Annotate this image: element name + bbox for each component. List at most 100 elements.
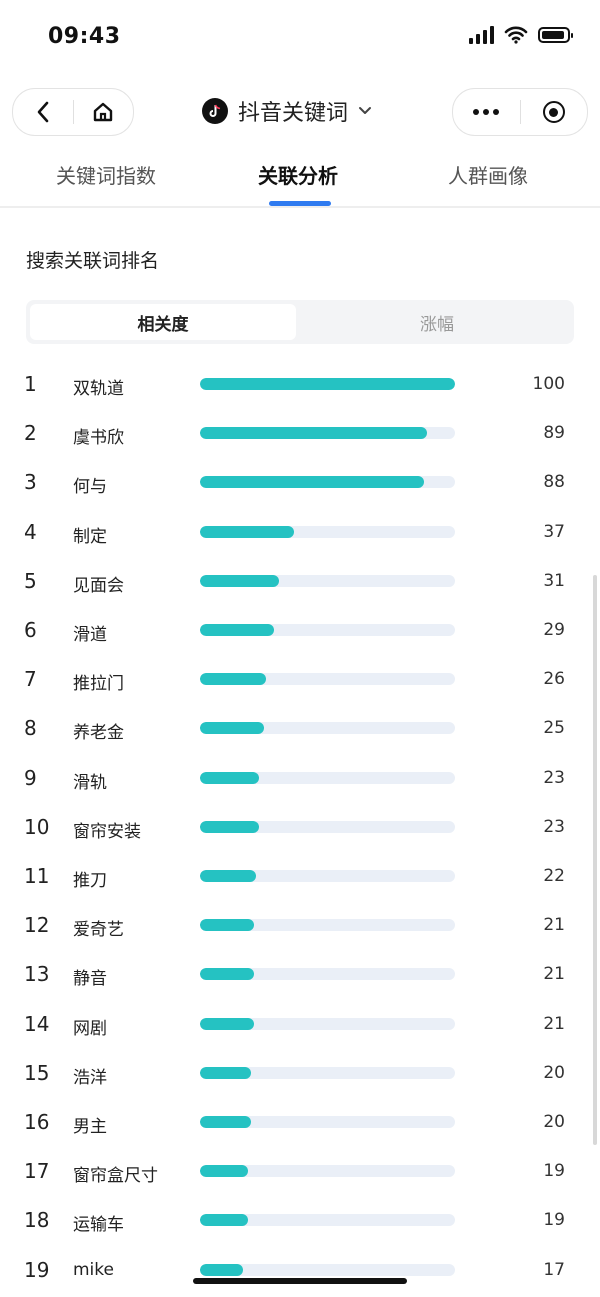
close-miniprogram-button[interactable] xyxy=(521,89,588,135)
tab-bar: 关键词指数 关联分析 人群画像 xyxy=(0,150,600,208)
relevance-bar-fill xyxy=(200,574,280,587)
ranking-row[interactable]: 4 制定 37 xyxy=(0,508,600,557)
keyword-label: mike xyxy=(73,1259,114,1280)
rank-number: 10 xyxy=(24,814,50,839)
cellular-signal-icon xyxy=(469,26,494,44)
section-title: 搜索关联词排名 xyxy=(26,250,160,272)
ranking-row[interactable]: 5 见面会 31 xyxy=(0,557,600,606)
relevance-score: 21 xyxy=(543,1013,565,1034)
ranking-row[interactable]: 6 滑道 29 xyxy=(0,606,600,655)
keyword-label: 滑轨 xyxy=(73,772,107,793)
rank-number: 16 xyxy=(24,1110,50,1134)
tabs-divider xyxy=(0,206,600,208)
relevance-bar-fill xyxy=(200,919,254,932)
keyword-label: 何与 xyxy=(73,477,107,498)
relevance-bar-fill xyxy=(200,870,257,882)
ranking-row[interactable]: 9 滑轨 23 xyxy=(0,754,600,803)
wifi-icon xyxy=(504,26,528,44)
rank-number: 5 xyxy=(24,568,37,593)
relevance-score: 22 xyxy=(543,866,565,886)
capsule-divider xyxy=(72,100,74,124)
rank-number: 11 xyxy=(24,864,50,888)
capsule-divider xyxy=(519,100,521,124)
relevance-bar-fill xyxy=(200,1165,249,1178)
relevance-bar-track xyxy=(200,919,455,932)
ranking-row[interactable]: 2 虞书欣 89 xyxy=(0,409,600,458)
keyword-label: 推刀 xyxy=(73,871,107,891)
battery-icon xyxy=(538,27,573,43)
ranking-row[interactable]: 7 推拉门 26 xyxy=(0,655,600,704)
page-title: 抖音关键词 xyxy=(238,101,349,126)
rank-number: 15 xyxy=(24,1060,50,1085)
relevance-bar-fill xyxy=(200,476,425,489)
relevance-bar-track xyxy=(200,1017,455,1030)
ranking-row[interactable]: 15 浩洋 20 xyxy=(0,1049,600,1098)
nav-left-capsule xyxy=(12,88,134,136)
relevance-bar-fill xyxy=(200,378,455,390)
tiktok-logo-icon xyxy=(202,98,228,124)
relevance-score: 20 xyxy=(543,1062,565,1083)
keyword-label: 静音 xyxy=(73,969,107,990)
relevance-score: 19 xyxy=(543,1210,565,1231)
rank-number: 17 xyxy=(24,1159,50,1184)
keyword-label: 爱奇艺 xyxy=(73,920,124,941)
rank-number: 7 xyxy=(24,667,37,692)
relevance-bar-fill xyxy=(200,624,274,636)
rank-number: 8 xyxy=(24,716,37,741)
ranking-row[interactable]: 8 养老金 25 xyxy=(0,704,600,753)
segment-growth[interactable]: 涨幅 xyxy=(420,314,454,335)
rank-number: 1 xyxy=(24,372,37,396)
relevance-bar-track xyxy=(200,1116,455,1128)
more-dots-icon xyxy=(473,109,500,115)
relevance-score: 26 xyxy=(543,669,565,690)
rank-number: 4 xyxy=(24,519,37,544)
rank-number: 12 xyxy=(24,913,50,938)
ranking-row[interactable]: 13 静音 21 xyxy=(0,950,600,999)
rank-number: 6 xyxy=(24,618,37,642)
home-button[interactable] xyxy=(74,89,134,135)
ranking-row[interactable]: 16 男主 20 xyxy=(0,1098,600,1147)
ranking-row[interactable]: 10 窗帘安装 23 xyxy=(0,803,600,852)
ranking-row[interactable]: 3 何与 88 xyxy=(0,458,600,507)
relevance-bar-fill xyxy=(200,1116,251,1128)
tab-keyword-index[interactable]: 关键词指数 xyxy=(56,164,156,188)
relevance-bar-fill xyxy=(200,1066,251,1079)
more-button[interactable] xyxy=(453,89,520,135)
relevance-score: 21 xyxy=(543,915,565,936)
ranking-row[interactable]: 12 爱奇艺 21 xyxy=(0,901,600,950)
relevance-bar-fill xyxy=(200,771,259,784)
active-tab-indicator xyxy=(269,201,331,206)
scrollbar[interactable] xyxy=(593,575,597,1145)
rank-number: 14 xyxy=(24,1011,50,1036)
relevance-bar-track xyxy=(200,820,455,833)
segment-relevance[interactable]: 相关度 xyxy=(30,304,296,340)
keyword-label: 制定 xyxy=(73,526,107,547)
navigation-bar: 抖音关键词 xyxy=(0,80,600,142)
keyword-label: 窗帘盒尺寸 xyxy=(73,1166,158,1187)
app-title-selector[interactable]: 抖音关键词 xyxy=(202,90,372,132)
ranking-row[interactable]: 1 双轨道 100 xyxy=(0,360,600,409)
relevance-score: 29 xyxy=(543,620,565,640)
relevance-bar-track xyxy=(200,1165,455,1178)
relevance-bar-fill xyxy=(200,1263,244,1276)
keyword-label: 运输车 xyxy=(73,1215,124,1236)
keyword-label: 男主 xyxy=(73,1117,107,1137)
home-indicator xyxy=(193,1278,407,1284)
ranking-row[interactable]: 14 网剧 21 xyxy=(0,1000,600,1049)
back-button[interactable] xyxy=(13,89,73,135)
ranking-row[interactable]: 17 窗帘盒尺寸 19 xyxy=(0,1147,600,1196)
keyword-label: 滑道 xyxy=(73,625,107,645)
ranking-row[interactable]: 11 推刀 22 xyxy=(0,852,600,901)
ranking-row[interactable]: 18 运输车 19 xyxy=(0,1196,600,1245)
relevance-score: 23 xyxy=(543,767,565,788)
tab-related-analysis[interactable]: 关联分析 xyxy=(258,164,338,188)
ranking-row[interactable]: 19 mike 17 xyxy=(0,1246,600,1295)
keyword-label: 网剧 xyxy=(73,1018,107,1039)
tab-audience-profile[interactable]: 人群画像 xyxy=(448,164,528,188)
keyword-label: 推拉门 xyxy=(73,674,124,695)
relevance-bar-fill xyxy=(200,673,267,686)
rank-number: 19 xyxy=(24,1257,50,1282)
relevance-bar-track xyxy=(200,476,455,489)
relevance-bar-fill xyxy=(200,525,295,538)
rank-number: 13 xyxy=(24,962,50,987)
